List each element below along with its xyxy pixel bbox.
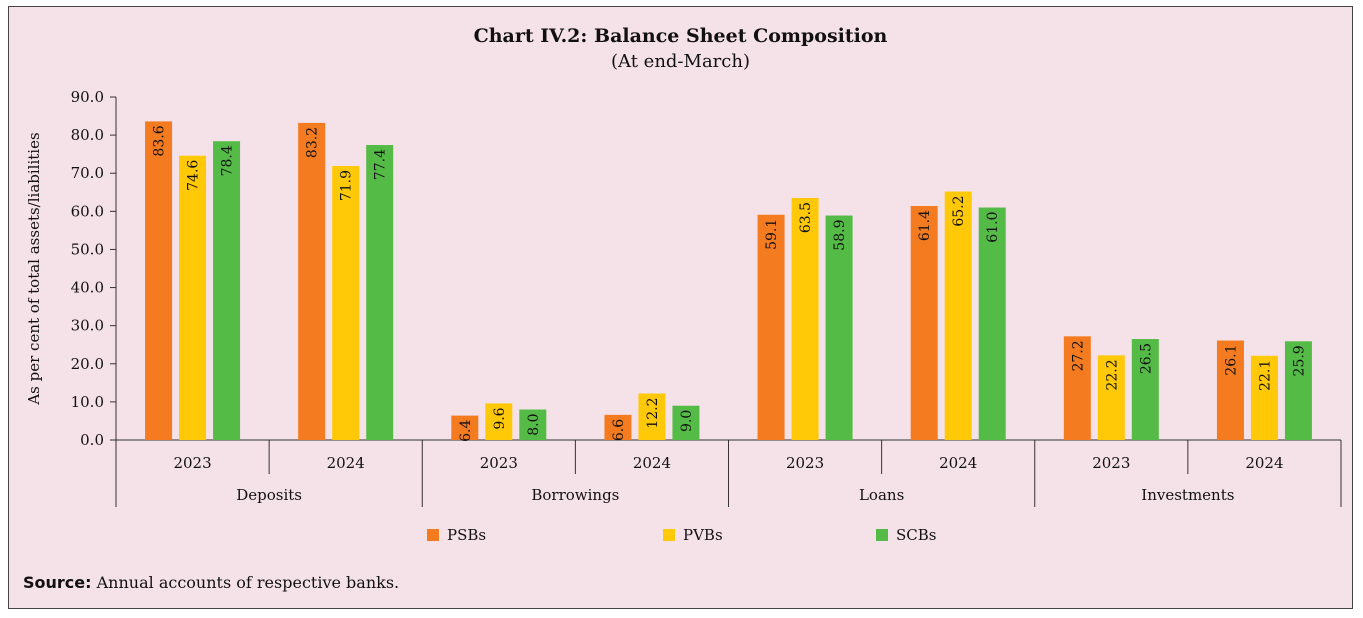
- chart-title: Chart IV.2: Balance Sheet Composition: [473, 25, 888, 47]
- bar-value-label: 8.0: [526, 414, 542, 436]
- bar-value-label: 26.1: [1223, 345, 1239, 376]
- source-label: Source:: [23, 573, 92, 592]
- bar-scbs: [978, 207, 1006, 440]
- legend-swatch: [427, 529, 439, 541]
- x-category-label: 2023: [1092, 454, 1130, 472]
- x-category-label: 2023: [173, 454, 211, 472]
- x-group-label: Deposits: [236, 486, 302, 504]
- bar-scbs: [672, 405, 700, 440]
- y-tick-label: 10.0: [71, 393, 104, 411]
- x-category-label: 2024: [327, 454, 365, 472]
- bar-value-label: 22.1: [1257, 360, 1273, 391]
- x-category-label: 2023: [480, 454, 518, 472]
- bar-scbs: [1284, 341, 1312, 440]
- legend: PSBs PVBs SCBs: [9, 526, 1352, 546]
- y-tick-label: 30.0: [71, 317, 104, 335]
- legend-item-scbs: SCBs: [876, 526, 936, 544]
- bar-psbs: [1216, 340, 1244, 440]
- source-text: Annual accounts of respective banks.: [96, 573, 400, 592]
- y-tick-label: 20.0: [71, 355, 104, 373]
- x-category-label: 2024: [1245, 454, 1283, 472]
- bar-psbs: [1063, 336, 1091, 440]
- bar-value-label: 78.4: [220, 145, 236, 176]
- bar-scbs: [366, 145, 394, 440]
- legend-swatch: [876, 529, 888, 541]
- bar-value-label: 63.5: [798, 202, 814, 233]
- bar-scbs: [519, 409, 547, 440]
- x-group-label: Borrowings: [531, 486, 619, 504]
- bar-pvbs: [179, 155, 207, 441]
- bar-value-label: 83.6: [152, 125, 168, 156]
- y-tick-label: 50.0: [71, 240, 104, 258]
- bar-psbs: [298, 122, 326, 440]
- bar-psbs: [910, 205, 938, 440]
- bar-pvbs: [1097, 355, 1125, 440]
- bar-scbs: [213, 141, 241, 440]
- chart-frame: Chart IV.2: Balance Sheet Composition (A…: [8, 6, 1353, 609]
- bar-pvbs: [638, 393, 666, 440]
- y-tick-label: 80.0: [71, 126, 104, 144]
- bar-value-label: 12.2: [645, 398, 661, 429]
- x-category-label: 2024: [939, 454, 977, 472]
- bar-psbs: [451, 415, 479, 440]
- y-tick-label: 60.0: [71, 202, 104, 220]
- bar-value-label: 61.0: [985, 212, 1001, 243]
- legend-swatch: [663, 529, 675, 541]
- bar-value-label: 74.6: [186, 160, 202, 191]
- y-tick-label: 0.0: [80, 431, 104, 449]
- bar-value-label: 9.6: [492, 407, 508, 429]
- bar-value-label: 26.5: [1138, 343, 1154, 374]
- bar-value-label: 83.2: [305, 127, 321, 158]
- bar-value-label: 77.4: [373, 149, 389, 180]
- bar-pvbs: [332, 165, 360, 440]
- bar-value-label: 71.9: [339, 170, 355, 201]
- legend-item-pvbs: PVBs: [663, 526, 723, 544]
- bar-psbs: [145, 121, 173, 440]
- bar-value-label: 25.9: [1291, 345, 1307, 376]
- chart-subtitle: (At end-March): [611, 51, 750, 72]
- bar-value-label: 6.6: [611, 419, 627, 441]
- bar-value-label: 22.2: [1104, 359, 1120, 390]
- x-group-label: Loans: [859, 486, 904, 504]
- source-note: Source: Annual accounts of respective ba…: [23, 573, 399, 592]
- bar-pvbs: [485, 403, 513, 440]
- bar-psbs: [604, 414, 632, 440]
- bar-scbs: [1131, 339, 1159, 440]
- bar-pvbs: [791, 197, 819, 440]
- y-axis-title: As per cent of total assets/liabilities: [25, 132, 43, 405]
- legend-label: PVBs: [683, 526, 723, 544]
- legend-label: PSBs: [447, 526, 487, 544]
- bar-value-label: 65.2: [951, 196, 967, 227]
- bar-pvbs: [1250, 355, 1278, 440]
- bar-pvbs: [944, 191, 972, 440]
- bar-psbs: [757, 214, 785, 440]
- bar-value-label: 6.4: [458, 420, 474, 442]
- bar-value-label: 59.1: [764, 219, 780, 250]
- y-tick-label: 40.0: [71, 279, 104, 297]
- x-group-label: Investments: [1141, 486, 1234, 504]
- bar-value-label: 58.9: [832, 220, 848, 251]
- x-category-label: 2024: [633, 454, 671, 472]
- x-category-label: 2023: [786, 454, 824, 472]
- legend-label: SCBs: [896, 526, 937, 544]
- bar-scbs: [825, 215, 853, 440]
- bar-chart: 0.0 10.0 20.0 30.0 40.0 50.0 60.0 70.0 80.0 90.0 A…: [25, 88, 1342, 507]
- bar-value-label: 27.2: [1070, 340, 1086, 371]
- legend-item-psbs: PSBs: [427, 526, 486, 544]
- y-tick-label: 70.0: [71, 164, 104, 182]
- bar-value-label: 9.0: [679, 410, 695, 432]
- y-tick-label: 90.0: [71, 88, 104, 106]
- bar-value-label: 61.4: [917, 210, 933, 241]
